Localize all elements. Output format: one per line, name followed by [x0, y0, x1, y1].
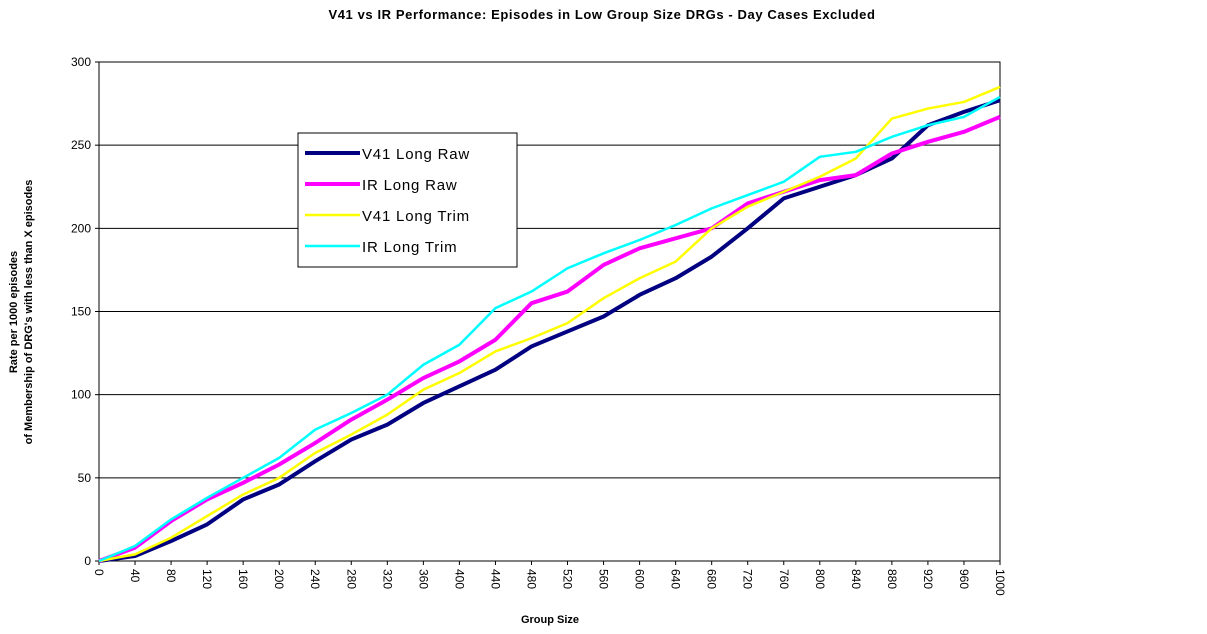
y-tick-label: 0	[84, 554, 91, 568]
chart-title: V41 vs IR Performance: Episodes in Low G…	[328, 7, 875, 22]
series-line	[98, 85, 1001, 563]
x-tick-label: 80	[164, 569, 178, 583]
x-tick-label: 440	[488, 569, 502, 589]
x-tick-label: 680	[705, 569, 719, 589]
y-tick-label: 200	[71, 221, 91, 235]
series-line	[98, 95, 1001, 563]
x-tick-label: 520	[561, 569, 575, 589]
y-tick-label: 150	[71, 305, 91, 319]
y-axis-label: of Membership of DRG's with less than X …	[23, 180, 35, 445]
x-tick-label: 760	[777, 569, 791, 589]
x-tick-label: 120	[200, 569, 214, 589]
x-tick-label: 40	[128, 569, 142, 583]
series-line	[98, 115, 1001, 563]
x-tick-label: 800	[813, 569, 827, 589]
y-tick-label: 100	[71, 388, 91, 402]
y-tick-label: 50	[78, 471, 92, 485]
x-tick-label: 1000	[993, 569, 1007, 596]
y-tick-label: 250	[71, 138, 91, 152]
plot-frame	[98, 61, 1001, 562]
x-tick-label: 840	[849, 569, 863, 589]
y-axis-label: Rate per 1000 episodes	[8, 251, 20, 373]
x-tick-label: 720	[741, 569, 755, 589]
x-tick-label: 600	[633, 569, 647, 589]
x-tick-label: 160	[236, 569, 250, 589]
x-tick-label: 960	[957, 569, 971, 589]
x-tick-label: 280	[344, 569, 358, 589]
x-tick-label: 920	[921, 569, 935, 589]
x-tick-label: 560	[597, 569, 611, 589]
legend-label: V41 Long Raw	[362, 146, 470, 163]
legend-label: IR Long Raw	[362, 177, 458, 194]
x-tick-label: 360	[416, 569, 430, 589]
legend-label: V41 Long Trim	[362, 208, 470, 225]
x-tick-label: 200	[272, 569, 286, 589]
legend-box	[297, 132, 518, 268]
x-tick-label: 0	[92, 569, 106, 576]
x-tick-label: 240	[308, 569, 322, 589]
y-tick-label: 300	[71, 55, 91, 69]
legend-label: IR Long Trim	[362, 239, 457, 256]
x-tick-label: 320	[380, 569, 394, 589]
x-tick-label: 480	[524, 569, 538, 589]
x-axis-label: Group Size	[521, 614, 579, 626]
x-tick-label: 640	[669, 569, 683, 589]
x-tick-label: 880	[885, 569, 899, 589]
x-tick-label: 400	[452, 569, 466, 589]
